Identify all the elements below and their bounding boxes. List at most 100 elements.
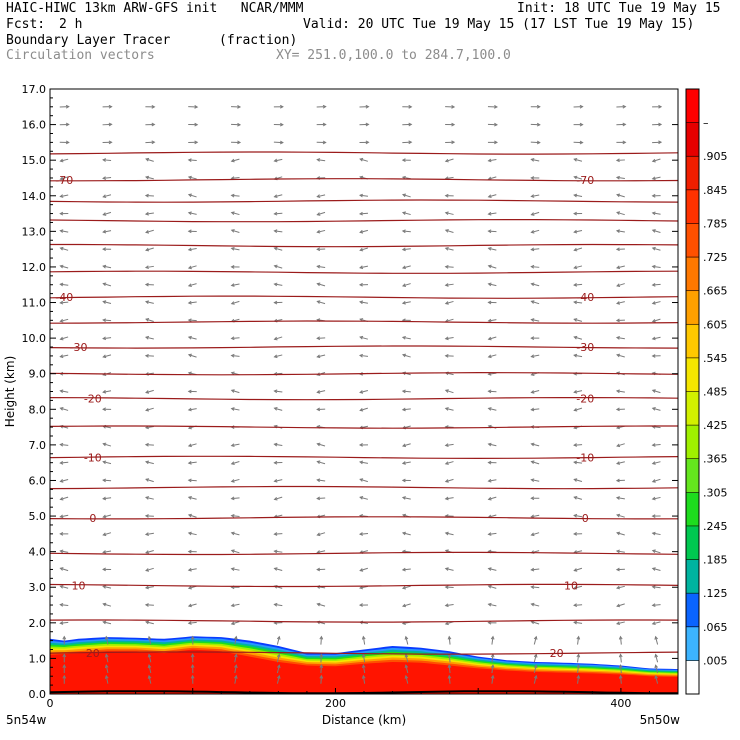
vector-head xyxy=(187,461,192,465)
vector-shaft xyxy=(402,550,411,553)
wind-vector xyxy=(573,122,584,127)
vector-shaft xyxy=(652,283,661,286)
vector-head xyxy=(573,353,578,358)
vector-shaft xyxy=(188,354,197,358)
vector-shaft xyxy=(531,319,540,322)
wind-vector xyxy=(190,635,195,645)
wind-vector xyxy=(102,158,112,162)
wind-vector xyxy=(530,478,540,483)
vector-head xyxy=(530,318,535,322)
vector-head xyxy=(234,664,238,669)
wind-vector xyxy=(616,353,625,358)
vector-head xyxy=(230,301,235,305)
vector-shaft xyxy=(531,300,540,305)
colorbar-label: .365 xyxy=(703,453,728,466)
vector-head xyxy=(187,496,192,500)
vector-shaft xyxy=(402,301,411,304)
vector-head xyxy=(365,122,370,127)
wind-vector xyxy=(190,664,195,674)
wind-vector xyxy=(573,585,583,590)
vector-head xyxy=(444,229,449,233)
vector-shaft xyxy=(103,461,112,465)
vector-shaft xyxy=(320,675,322,684)
isotherm-label: 20 xyxy=(86,647,100,660)
wind-vector xyxy=(651,461,661,465)
vector-head xyxy=(59,567,64,571)
wind-vector xyxy=(231,140,242,145)
vector-head xyxy=(401,193,407,198)
vector-shaft xyxy=(488,354,497,358)
wind-vector xyxy=(530,354,540,359)
vector-shaft xyxy=(652,389,661,394)
wind-vector xyxy=(145,247,154,252)
colorbar-swatch xyxy=(686,492,699,527)
vector-head xyxy=(319,674,324,679)
wind-vector xyxy=(359,157,368,162)
vector-shaft xyxy=(488,159,497,162)
wind-vector xyxy=(316,354,326,359)
wind-vector xyxy=(487,318,497,323)
vector-shaft xyxy=(188,212,197,215)
vector-head xyxy=(616,211,621,215)
vector-head xyxy=(358,532,363,536)
wind-vector xyxy=(401,229,411,234)
vector-head xyxy=(358,443,363,447)
wind-vector xyxy=(144,532,154,536)
wind-vector xyxy=(59,318,69,323)
vector-head xyxy=(530,372,535,376)
vector-shaft xyxy=(531,194,540,197)
wind-vector xyxy=(358,603,369,607)
vector-head xyxy=(144,265,149,270)
vector-shaft xyxy=(531,532,540,536)
vector-shaft xyxy=(491,665,494,674)
vector-shaft xyxy=(655,675,659,684)
vector-head xyxy=(487,211,492,216)
wind-vector xyxy=(230,567,240,571)
vector-head xyxy=(102,602,107,607)
vector-head xyxy=(230,496,235,501)
vector-head xyxy=(401,335,406,340)
vector-shaft xyxy=(274,265,283,269)
circulation-vectors xyxy=(59,104,663,684)
wind-vector xyxy=(358,193,369,198)
vector-head xyxy=(487,620,492,625)
wind-vector xyxy=(59,229,69,233)
isotherm-label: -40 xyxy=(55,291,73,304)
vector-head xyxy=(190,664,195,668)
wind-vector xyxy=(273,140,284,145)
wind-vector xyxy=(359,390,368,394)
isotherm-label: -10 xyxy=(84,451,102,464)
colorbar-label: .665 xyxy=(703,285,728,298)
wind-vector xyxy=(615,318,625,323)
wind-vector xyxy=(573,513,583,518)
y-tick-label: 12.0 xyxy=(22,261,47,274)
wind-vector xyxy=(316,140,327,145)
vector-head xyxy=(187,175,192,180)
vector-shaft xyxy=(445,568,454,571)
wind-vector xyxy=(102,122,113,127)
vector-head xyxy=(444,246,449,251)
wind-vector xyxy=(316,264,326,269)
vector-shaft xyxy=(652,176,661,180)
vector-head xyxy=(62,635,67,640)
x-tick-label: 200 xyxy=(325,697,346,710)
wind-vector xyxy=(651,354,661,358)
vector-shaft xyxy=(574,514,583,518)
wind-vector xyxy=(316,194,326,198)
vector-head xyxy=(187,247,192,252)
vector-shaft xyxy=(616,532,625,536)
vector-shaft xyxy=(276,675,280,684)
vector-head xyxy=(316,390,321,394)
wind-vector xyxy=(573,443,583,447)
wind-vector xyxy=(490,674,495,684)
vector-shaft xyxy=(188,283,197,287)
vector-shaft xyxy=(531,586,540,589)
wind-vector xyxy=(444,496,454,501)
vector-head xyxy=(401,353,407,358)
vector-shaft xyxy=(317,159,326,162)
isotherm-label: 0 xyxy=(582,512,589,525)
wind-vector xyxy=(144,353,154,358)
vector-head xyxy=(359,407,364,412)
vector-shaft xyxy=(574,478,583,483)
vector-head xyxy=(230,621,235,626)
